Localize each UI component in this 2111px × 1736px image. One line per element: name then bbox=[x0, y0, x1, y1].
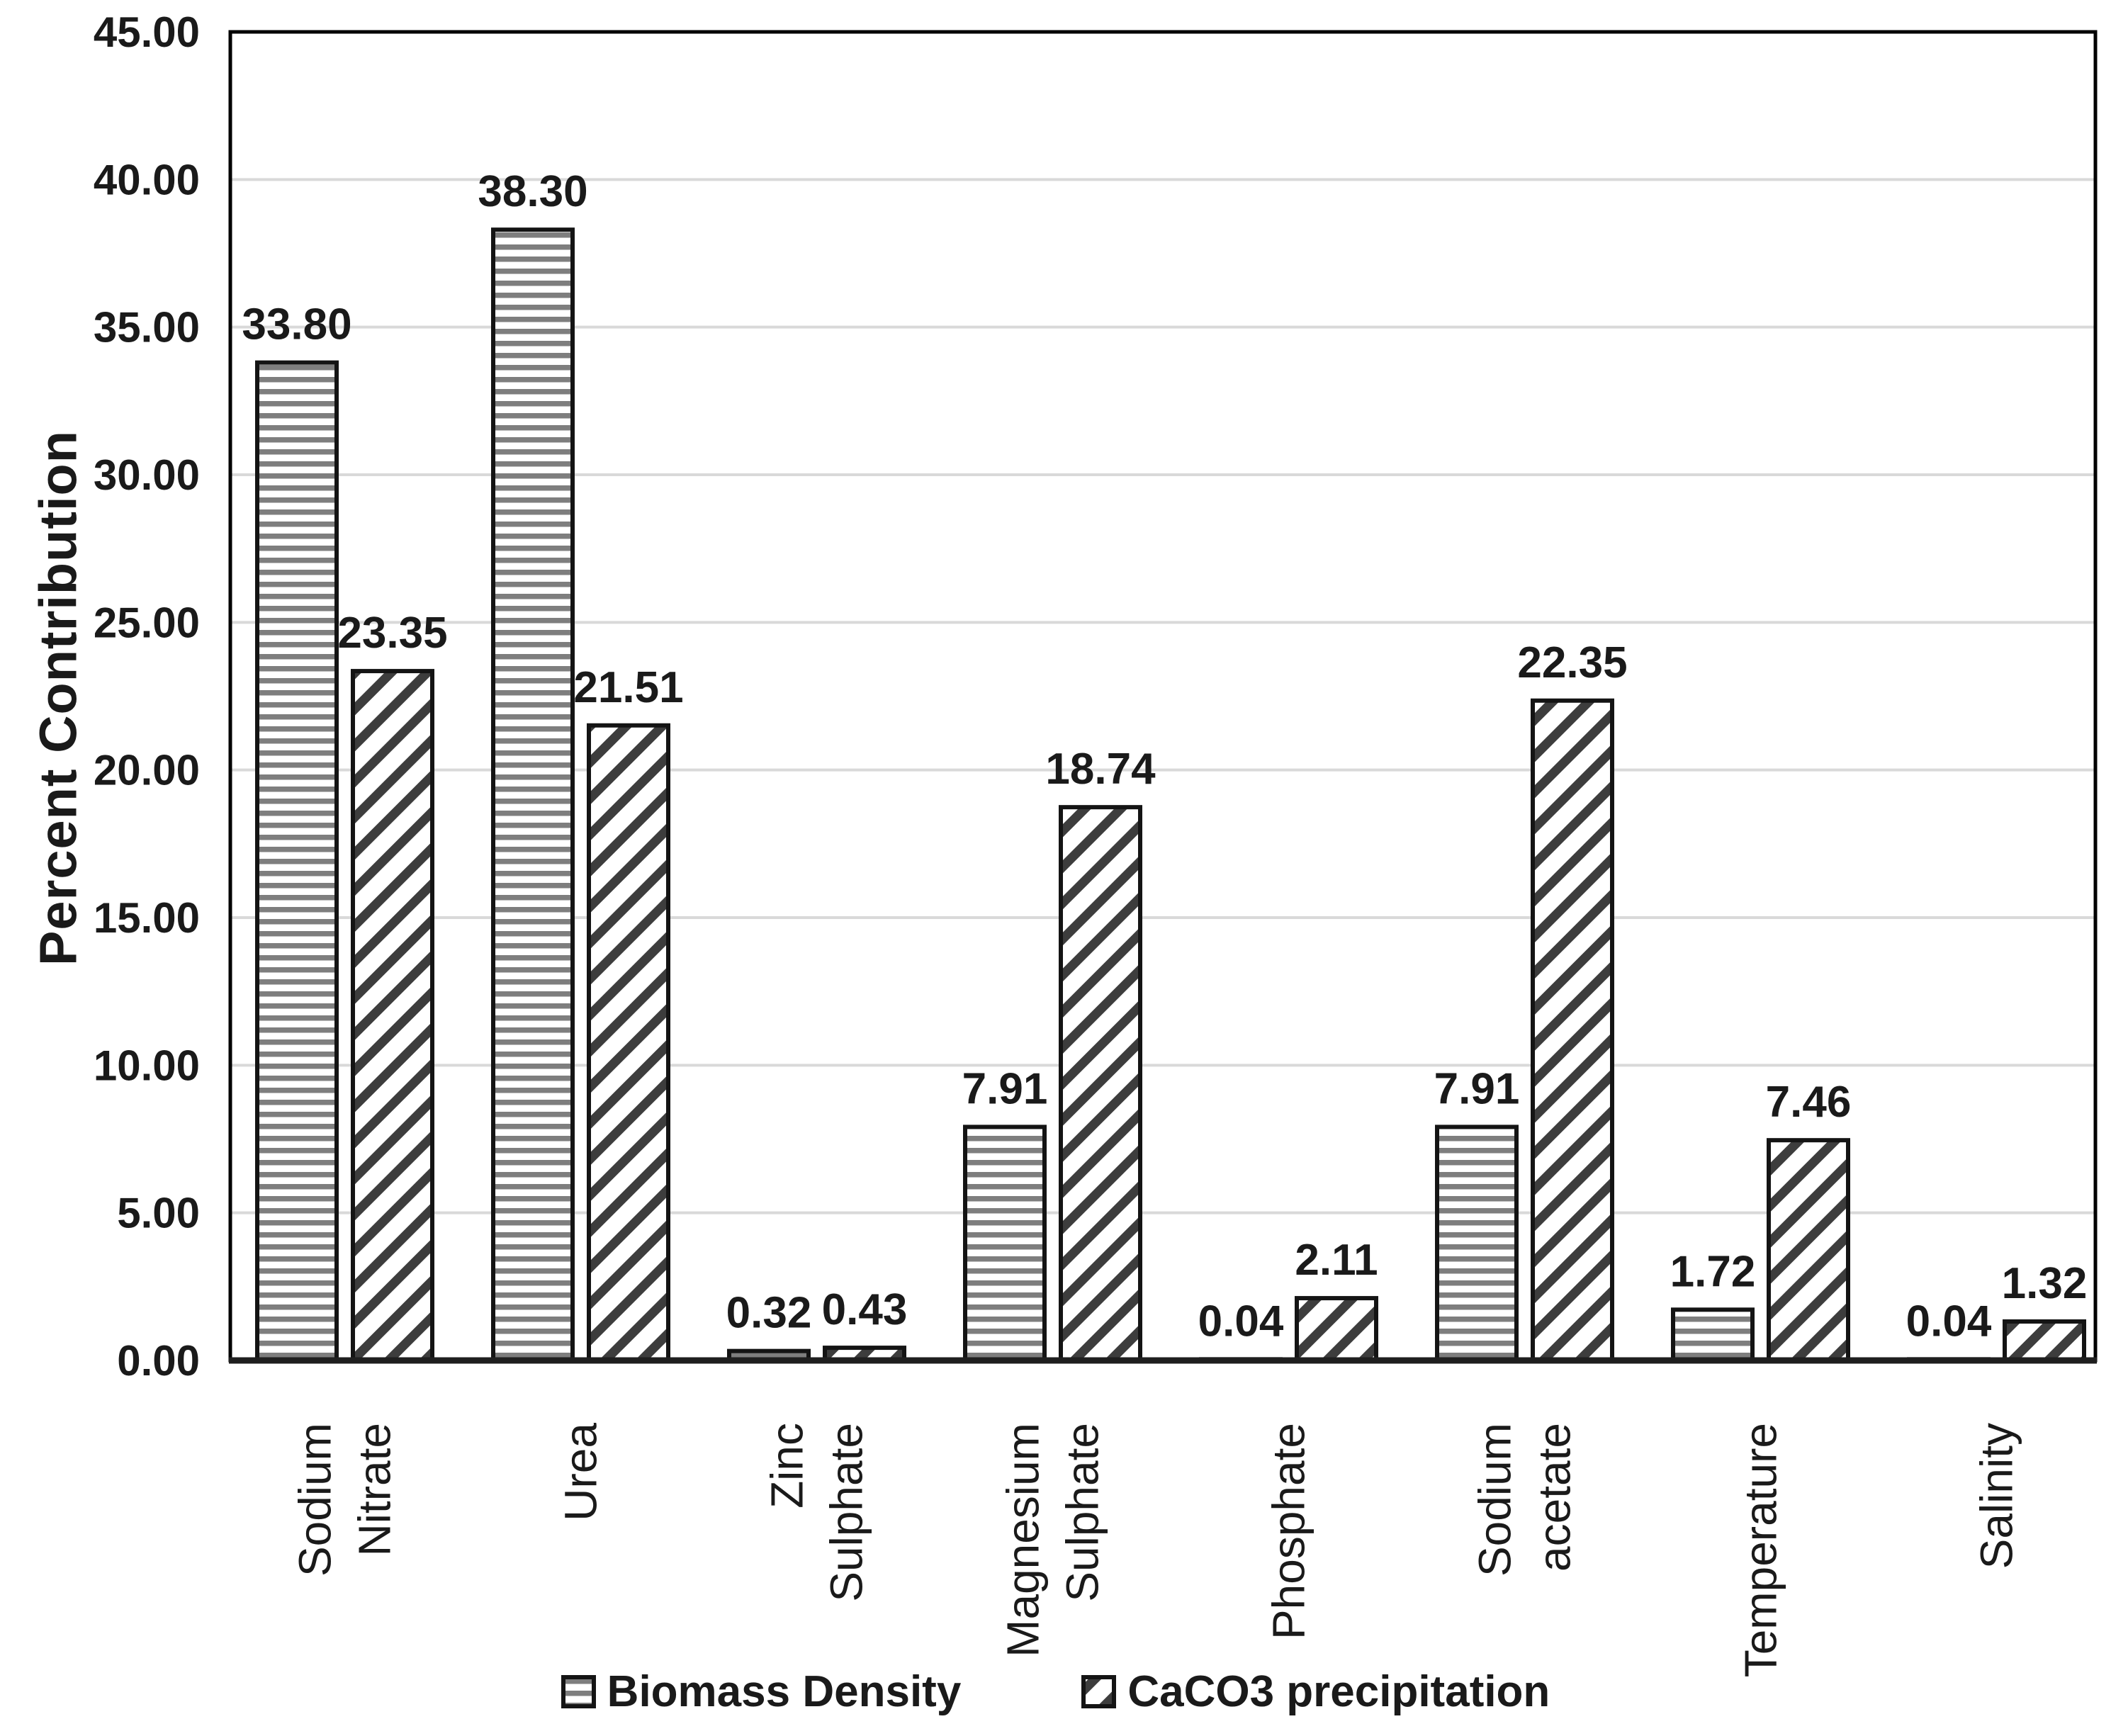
y-tick-label: 25.00 bbox=[94, 599, 200, 646]
legend-label-biomass-density: Biomass Density bbox=[607, 1667, 962, 1716]
legend-swatch-diagonal-stripes-icon bbox=[1081, 1675, 1117, 1708]
bar-biomass-density-sodium-acetate bbox=[1435, 1125, 1519, 1363]
category-label: Salinity bbox=[1971, 1423, 2022, 1569]
y-tick-label: 5.00 bbox=[117, 1190, 200, 1237]
bar-caco3-precipitation-urea bbox=[587, 723, 670, 1363]
y-tick-label: 20.00 bbox=[94, 747, 200, 794]
bar-caco3-precipitation-temperature bbox=[1767, 1138, 1850, 1363]
bar-caco3-precipitation-salinity bbox=[2003, 1319, 2086, 1363]
value-label: 38.30 bbox=[478, 167, 587, 216]
y-tick-label: 40.00 bbox=[94, 156, 200, 203]
category-label: Zinc Sulphate bbox=[762, 1423, 872, 1602]
y-tick-label: 45.00 bbox=[94, 9, 200, 56]
bar-caco3-precipitation-sodium-acetate bbox=[1531, 698, 1614, 1363]
category-label: Magnesium Sulphate bbox=[998, 1423, 1108, 1657]
legend-item-caco3-precipitation: CaCO3 precipitation bbox=[1081, 1667, 1550, 1717]
bar-caco3-precipitation-magnesium-sulphate bbox=[1059, 805, 1142, 1363]
value-label: 18.74 bbox=[1045, 745, 1156, 794]
value-label: 21.51 bbox=[573, 663, 683, 712]
y-axis-title: Percent Contribution bbox=[28, 430, 88, 966]
y-tick-label: 35.00 bbox=[94, 304, 200, 351]
legend-item-biomass-density: Biomass Density bbox=[561, 1667, 962, 1717]
value-label: 7.91 bbox=[962, 1064, 1048, 1113]
category-label: Sodium Nitrate bbox=[290, 1423, 400, 1577]
legend: Biomass Density CaCO3 precipitation bbox=[0, 1667, 2111, 1717]
bar-biomass-density-temperature bbox=[1671, 1307, 1755, 1363]
legend-swatch-horizontal-stripes-icon bbox=[561, 1675, 596, 1708]
bar-caco3-precipitation-sodium-nitrate bbox=[351, 669, 434, 1363]
y-tick-label: 10.00 bbox=[94, 1042, 200, 1089]
category-label: Urea bbox=[556, 1423, 607, 1521]
y-tick-label: 30.00 bbox=[94, 451, 200, 499]
value-label: 1.32 bbox=[2002, 1259, 2088, 1308]
bar-biomass-density-magnesium-sulphate bbox=[963, 1125, 1047, 1363]
bar-biomass-density-sodium-nitrate bbox=[255, 360, 339, 1363]
category-label: Temperature bbox=[1735, 1423, 1786, 1677]
value-label: 0.04 bbox=[1198, 1297, 1284, 1346]
value-label: 0.43 bbox=[822, 1285, 908, 1334]
y-tick-label: 0.00 bbox=[117, 1337, 200, 1385]
bar-biomass-density-urea bbox=[491, 227, 575, 1363]
value-label: 2.11 bbox=[1295, 1236, 1378, 1285]
bar-caco3-precipitation-phosphate bbox=[1295, 1296, 1378, 1363]
value-label: 7.91 bbox=[1434, 1064, 1520, 1113]
category-label: Sodium acetate bbox=[1470, 1423, 1580, 1577]
value-label: 7.46 bbox=[1766, 1078, 1852, 1127]
value-label: 23.35 bbox=[337, 609, 447, 658]
legend-label-caco3-precipitation: CaCO3 precipitation bbox=[1127, 1667, 1550, 1716]
value-label: 33.80 bbox=[242, 300, 351, 349]
y-tick-label: 15.00 bbox=[94, 894, 200, 942]
value-label: 22.35 bbox=[1517, 638, 1627, 687]
category-label: Phosphate bbox=[1263, 1423, 1315, 1640]
value-label: 1.72 bbox=[1670, 1247, 1756, 1296]
value-label: 0.32 bbox=[726, 1289, 812, 1338]
value-label: 0.04 bbox=[1906, 1297, 1992, 1346]
